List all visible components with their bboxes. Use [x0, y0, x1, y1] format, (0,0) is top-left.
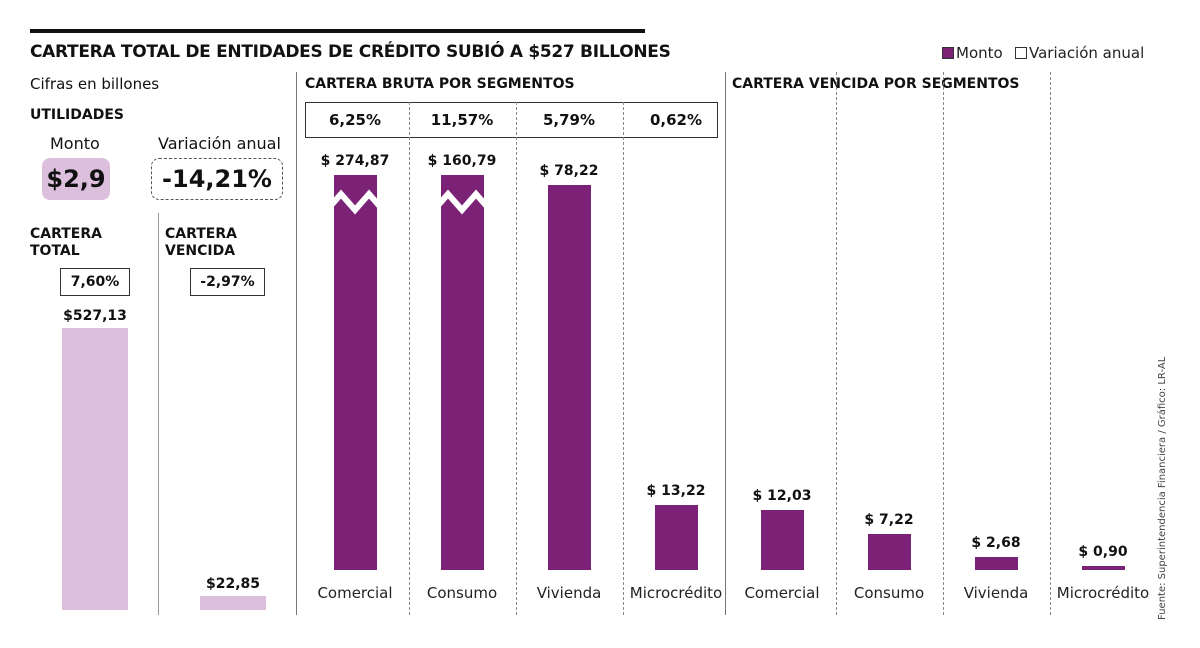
bruta-heading: CARTERA BRUTA POR SEGMENTOS	[305, 76, 575, 92]
divider	[158, 213, 159, 615]
value-label: $ 13,22	[646, 482, 706, 499]
dashed-divider	[623, 102, 624, 615]
bar	[761, 509, 804, 570]
value-label: $ 12,03	[752, 487, 812, 504]
cartera-total-variation: 7,60%	[60, 268, 130, 296]
variation-label: 0,62%	[649, 111, 703, 129]
divider	[725, 72, 726, 615]
legend-swatch-monto	[942, 47, 954, 59]
bruta-variation-row	[305, 102, 718, 138]
category-label: Vivienda	[536, 584, 602, 602]
category-label: Comercial	[317, 584, 393, 602]
axis-break-icon	[324, 189, 386, 215]
axis-break-icon	[431, 189, 493, 215]
bar	[62, 327, 128, 610]
utilidades-monto: $2,9	[42, 158, 110, 200]
bar	[548, 185, 591, 570]
category-label: Microcrédito	[629, 584, 723, 602]
utilidades-heading: UTILIDADES	[30, 107, 124, 123]
value-label: $ 78,22	[539, 163, 599, 180]
category-label: Vivienda	[963, 584, 1029, 602]
value-label: $ 7,22	[864, 511, 914, 528]
legend-monto: Monto	[942, 44, 1003, 62]
bar	[441, 175, 484, 570]
units-note: Cifras en billones	[30, 75, 160, 93]
divider	[296, 72, 297, 615]
bar	[1082, 565, 1125, 570]
top-rule	[30, 29, 645, 33]
category-label: Microcrédito	[1056, 584, 1150, 602]
legend-variacion: Variación anual	[1015, 44, 1144, 62]
bar	[975, 556, 1018, 570]
dashed-divider	[836, 72, 837, 615]
value-label: $ 274,87	[320, 153, 390, 169]
category-label: Comercial	[744, 584, 820, 602]
cartera-vencida-heading: CARTERA VENCIDA	[165, 226, 237, 259]
bar	[200, 595, 266, 610]
value-label: $527,13	[63, 307, 127, 324]
dashed-divider	[1050, 72, 1051, 615]
bar	[655, 504, 698, 570]
dashed-divider	[409, 102, 410, 615]
value-label: $ 160,79	[427, 153, 497, 169]
monto-label: Monto	[50, 134, 100, 153]
category-label: Consumo	[853, 584, 925, 602]
cartera-total-heading: CARTERA TOTAL	[30, 226, 102, 259]
value-label: $ 0,90	[1078, 543, 1128, 560]
legend-label: Variación anual	[1029, 44, 1145, 62]
variacion-label: Variación anual	[158, 134, 281, 153]
cartera-vencida-variation: -2,97%	[190, 268, 265, 296]
legend-label: Monto	[956, 44, 1003, 62]
value-label: $22,85	[205, 575, 261, 592]
vencida-heading: CARTERA VENCIDA POR SEGMENTOS	[732, 76, 1020, 92]
dashed-divider	[516, 102, 517, 615]
dashed-divider	[943, 72, 944, 615]
chart-title: CARTERA TOTAL DE ENTIDADES DE CRÉDITO SU…	[30, 42, 671, 62]
source-note: Fuente: Superintendencia Financiera / Gr…	[1157, 356, 1168, 620]
category-label: Consumo	[426, 584, 498, 602]
variation-label: 5,79%	[542, 111, 596, 129]
value-label: $ 2,68	[971, 534, 1021, 551]
variation-label: 6,25%	[328, 111, 382, 129]
utilidades-variacion: -14,21%	[151, 158, 283, 200]
variation-label: 11,57%	[430, 111, 494, 129]
legend-swatch-variacion	[1015, 47, 1027, 59]
bar	[334, 175, 377, 570]
bar	[868, 533, 911, 570]
